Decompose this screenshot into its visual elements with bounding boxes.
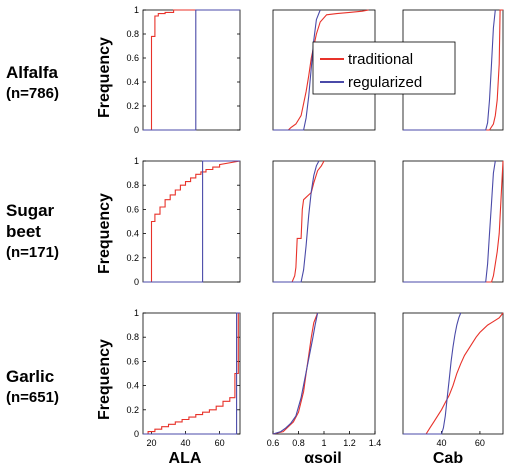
y-tick-label: 0.8 [126,29,139,39]
y-tick-label: 0.8 [126,332,139,342]
series-line-regularized [273,9,321,131]
y-tick-label: 0 [134,277,139,287]
x-tick-label: 20 [147,438,157,448]
y-tick-label: 0.4 [126,77,139,87]
series-line-regularized [272,312,319,435]
crop-name: Garlic [6,367,55,386]
panel-r0c0: 0 0.2 0.4 0.6 0.8 1 [126,5,241,135]
x-tick-label: 0.6 [267,438,280,448]
series-line-traditional [273,9,369,131]
panel-r2c1: 0.6 0.8 1 1.2 1.4 [267,312,382,448]
plot-frame [142,9,241,131]
y-tick-label: 0.4 [126,381,139,391]
plot-frame [272,160,376,283]
x-tick-label: 1.2 [343,438,356,448]
x-tick-label: 1 [321,438,326,448]
y-tick-label: 0.6 [126,204,139,214]
row-label-alfalfa: Alfalfa (n=786) [6,62,59,104]
series-line-regularized [403,9,496,131]
sample-count: (n=651) [6,389,59,406]
sample-count: (n=786) [6,85,59,102]
y-tick-label: 0 [134,125,139,135]
crop-name-line2: beet [6,222,41,241]
series-line-regularized [143,160,240,283]
x-tick-label: 1.4 [369,438,382,448]
plot-frame [272,312,376,435]
y-tick-label: 1 [134,308,139,318]
x-tick-label: 60 [215,438,225,448]
legend-label-regularized: regularized [348,74,422,91]
series-line-regularized [143,9,240,131]
crop-name: Alfalfa [6,63,58,82]
y-axis-label: Frequency [96,339,113,420]
panel-r1c0: 0 0.2 0.4 0.6 0.8 1 [126,156,241,287]
panel-r1c2 [402,160,504,283]
x-axis-label-ala: ALA [168,450,202,467]
y-tick-label: 0.8 [126,180,139,190]
panel-r2c0: 0 0.2 0.4 0.6 0.8 1 20 40 60 [126,308,241,448]
series-line-traditional [143,160,241,283]
plot-frame [142,160,241,283]
panel-r1c1 [272,160,376,283]
row-label-sugar-beet: Sugar beet (n=171) [6,200,59,263]
y-tick-label: 0 [134,429,139,439]
plot-frame [142,312,241,435]
series-line-traditional [403,9,503,131]
y-axis-label: Frequency [96,193,113,274]
x-axis-label-asoil: αsoil [304,450,342,467]
series-line-regularized [143,312,240,435]
series-line-traditional [403,160,504,283]
y-tick-label: 0.6 [126,53,139,63]
row-label-garlic: Garlic (n=651) [6,366,59,408]
series-line-regularized [403,312,462,435]
y-axis-label: Frequency [96,37,113,118]
series-line-traditional [273,160,325,283]
x-tick-label: 40 [181,438,191,448]
legend-label-traditional: traditional [348,51,413,68]
series-line-traditional [143,9,240,131]
y-tick-label: 0.6 [126,356,139,366]
y-tick-label: 0.2 [126,405,139,415]
y-tick-label: 0.2 [126,253,139,263]
crop-name: Sugar [6,201,55,220]
x-tick-label: 60 [475,438,485,448]
series-line-regularized [273,160,320,283]
series-line-regularized [403,160,496,283]
y-tick-label: 0.2 [126,101,139,111]
x-tick-label: 0.8 [292,438,305,448]
series-line-traditional [272,312,319,435]
y-tick-label: 1 [134,156,139,166]
panel-r2c2: 40 60 [402,312,504,448]
x-axis-label-cab: Cab [432,450,464,467]
y-tick-label: 1 [134,5,139,15]
legend-box [312,41,456,95]
y-tick-label: 0.4 [126,229,139,239]
legend: traditional regularized [312,41,456,95]
series-line-traditional [143,312,240,435]
x-tick-label: 40 [436,438,446,448]
sample-count: (n=171) [6,244,59,261]
series-line-traditional [403,312,504,435]
plot-frame [402,312,504,435]
